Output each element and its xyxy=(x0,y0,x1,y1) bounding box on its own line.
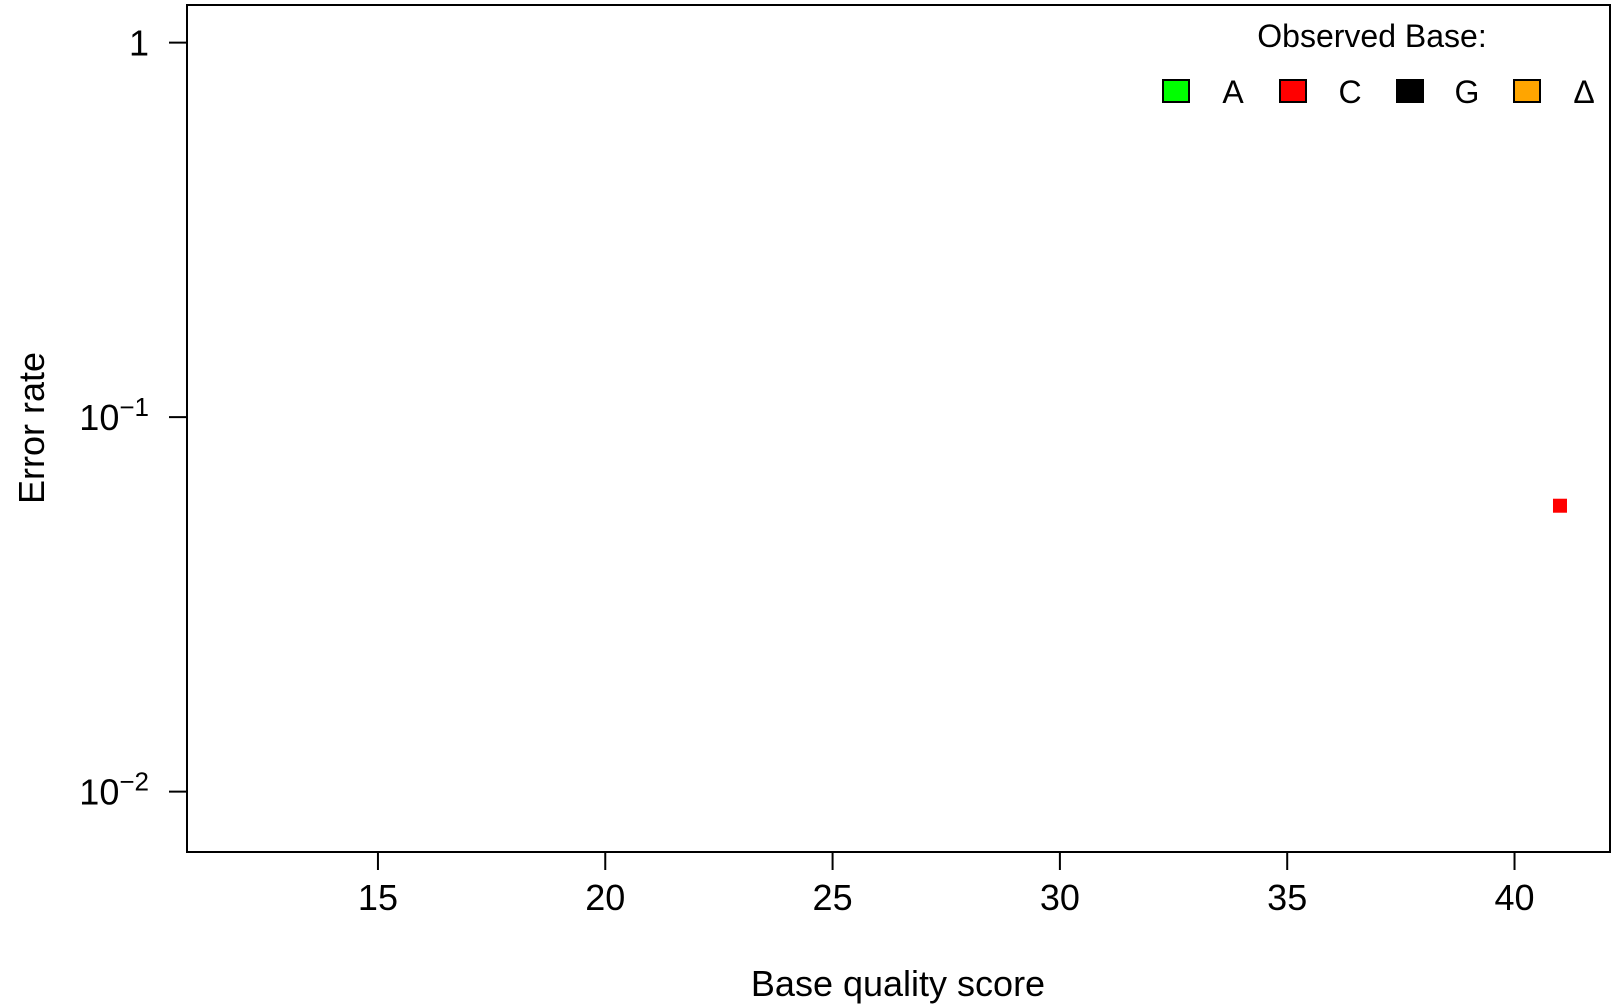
legend-swatch xyxy=(1279,79,1307,103)
legend-title: Observed Base: xyxy=(1257,18,1486,54)
legend-label: A xyxy=(1222,74,1244,110)
data-point-c xyxy=(1552,498,1567,513)
plot-frame xyxy=(186,4,1611,853)
x-tick-label: 30 xyxy=(1040,877,1080,918)
data-points xyxy=(1552,498,1567,513)
y-axis: 110−110−2 xyxy=(79,23,187,813)
y-axis-title: Error rate xyxy=(11,352,52,504)
x-tick-label: 35 xyxy=(1267,877,1307,918)
y-tick-label: 10−2 xyxy=(79,767,149,813)
y-tick-label: 10−1 xyxy=(79,392,149,438)
y-tick-base: 10 xyxy=(79,397,119,438)
x-tick-label: 20 xyxy=(585,877,625,918)
legend-label: G xyxy=(1455,74,1480,110)
legend-label: Δ xyxy=(1573,74,1594,110)
legend-swatch xyxy=(1396,79,1424,103)
legend-swatch xyxy=(1513,79,1541,103)
y-tick-exponent: −1 xyxy=(119,392,149,422)
x-tick-label: 15 xyxy=(358,877,398,918)
legend-label: C xyxy=(1338,74,1361,110)
legend: Observed Base: A C G Δ xyxy=(1162,18,1595,110)
y-tick-label: 1 xyxy=(129,23,149,64)
legend-swatch xyxy=(1162,79,1190,103)
y-tick-base: 10 xyxy=(79,772,119,813)
x-tick-label: 25 xyxy=(813,877,853,918)
x-tick-label: 40 xyxy=(1495,877,1535,918)
y-tick-exponent: −2 xyxy=(119,767,149,797)
x-axis: 15 20 25 30 35 40 xyxy=(358,852,1535,918)
y-tick-base: 1 xyxy=(129,23,149,64)
x-axis-title: Base quality score xyxy=(751,963,1045,1004)
